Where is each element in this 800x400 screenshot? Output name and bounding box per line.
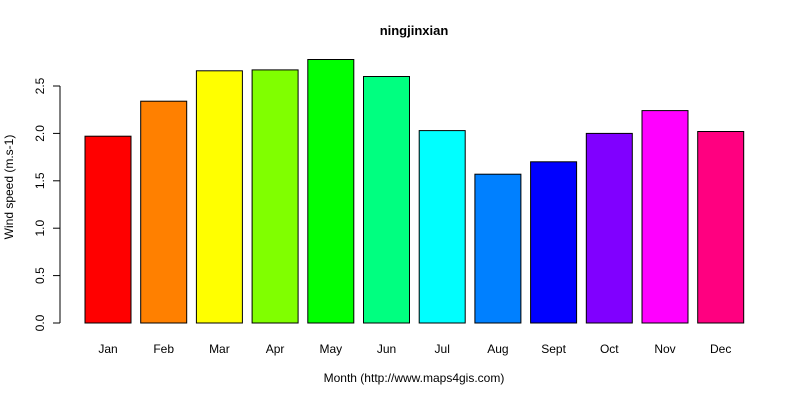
x-axis-labels: Jan Feb Mar Apr May Jun Jul Aug Sept Oct Nov Dec (98, 342, 731, 356)
chart-title: ningjinxian (380, 23, 449, 38)
y-tick-label: 2.0 (33, 125, 47, 142)
y-tick-label: 1.0 (33, 220, 47, 237)
y-axis: 0.0 0.5 1.0 1.5 2.0 2.5 (33, 77, 60, 331)
x-tick-label: Aug (487, 342, 508, 356)
y-tick-label: 1.5 (33, 172, 47, 189)
bar-may (307, 59, 355, 324)
x-tick-label: Sept (541, 342, 566, 356)
bar-feb (140, 100, 188, 324)
bar-sept (530, 161, 578, 324)
x-tick-label: Dec (710, 342, 731, 356)
bar-dec (697, 131, 745, 324)
bar-mar (195, 70, 243, 324)
y-axis-title: Wind speed (m.s-1) (2, 135, 16, 240)
bar-apr (251, 69, 299, 324)
x-tick-label: Jan (98, 342, 117, 356)
y-tick-label: 0.0 (33, 314, 47, 331)
bar-jun (363, 76, 410, 324)
x-tick-label: Nov (654, 342, 675, 356)
x-tick-label: Jun (377, 342, 396, 356)
y-tick-label: 0.5 (33, 267, 47, 284)
x-tick-label: Jul (435, 342, 450, 356)
x-axis-title: Month (http://www.maps4gis.com) (324, 371, 505, 385)
x-tick-label: Oct (600, 342, 619, 356)
x-tick-label: Mar (209, 342, 230, 356)
bar-aug (474, 173, 522, 324)
x-tick-label: Feb (153, 342, 174, 356)
y-tick-label: 2.5 (33, 77, 47, 94)
bar-jan (84, 135, 132, 324)
x-tick-label: Apr (266, 342, 285, 356)
bars-group (84, 59, 745, 324)
bar-jul (418, 130, 466, 324)
x-tick-label: May (319, 342, 342, 356)
bar-oct (585, 132, 633, 324)
bar-nov (641, 110, 689, 324)
